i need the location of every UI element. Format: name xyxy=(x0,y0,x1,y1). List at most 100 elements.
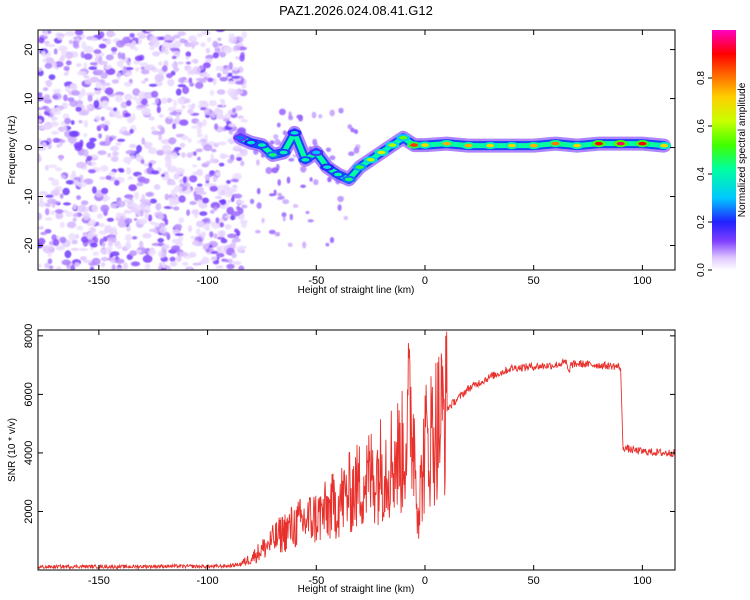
noise-blob xyxy=(105,175,112,180)
noise-blob xyxy=(127,203,135,208)
noise-blob xyxy=(142,178,150,185)
noise-blob xyxy=(329,237,335,244)
noise-blob xyxy=(256,187,261,195)
noise-blob xyxy=(209,90,215,96)
noise-blob xyxy=(199,211,208,216)
y-tick-label: -20 xyxy=(23,238,35,254)
noise-blob xyxy=(186,209,191,216)
noise-blob xyxy=(88,219,96,227)
noise-blob xyxy=(232,186,238,193)
noise-blob xyxy=(177,61,185,65)
noise-blob xyxy=(102,236,108,242)
noise-blob xyxy=(238,265,245,270)
noise-blob xyxy=(271,167,279,174)
noise-blob xyxy=(161,144,172,153)
noise-blob xyxy=(200,231,206,238)
noise-blob xyxy=(86,155,93,161)
x-tick-label: -150 xyxy=(88,575,110,587)
noise-blob xyxy=(104,225,113,233)
noise-blob xyxy=(100,72,108,79)
noise-blob xyxy=(106,32,116,37)
noise-blob xyxy=(200,42,206,48)
colorbar-tick-label: 0.2 xyxy=(696,215,707,229)
noise-blob xyxy=(63,72,69,76)
noise-blob xyxy=(216,253,225,258)
noise-blob xyxy=(131,236,138,240)
noise-blob xyxy=(348,151,355,156)
noise-blob xyxy=(197,156,201,161)
noise-blob xyxy=(232,261,242,265)
noise-blob xyxy=(51,107,62,116)
noise-blob xyxy=(209,231,214,238)
noise-blob xyxy=(126,167,132,175)
noise-blob xyxy=(115,200,126,208)
noise-blob xyxy=(125,234,132,242)
noise-blob xyxy=(106,217,114,222)
noise-blob xyxy=(72,203,77,210)
noise-blob xyxy=(55,212,64,220)
spectral-peak-core xyxy=(486,143,495,148)
noise-blob xyxy=(59,236,67,244)
noise-blob xyxy=(105,54,114,61)
noise-blob xyxy=(169,47,180,52)
noise-blob xyxy=(72,217,77,223)
noise-blob xyxy=(40,231,48,236)
noise-blob xyxy=(203,62,211,69)
noise-blob xyxy=(216,246,221,253)
noise-blob xyxy=(164,193,169,201)
noise-blob xyxy=(234,80,244,85)
noise-blob xyxy=(232,107,236,113)
colorbar-tick-label: 0.0 xyxy=(696,263,707,277)
noise-blob xyxy=(154,97,159,105)
noise-blob xyxy=(54,209,64,214)
noise-blob xyxy=(205,223,210,230)
noise-blob xyxy=(223,46,233,54)
noise-blob xyxy=(45,208,50,216)
noise-blob xyxy=(88,66,98,70)
spectral-peak-core xyxy=(442,141,451,146)
noise-blob xyxy=(228,36,237,44)
noise-blob xyxy=(39,197,43,203)
noise-blob xyxy=(141,137,145,145)
noise-blob xyxy=(161,139,170,145)
noise-blob xyxy=(126,61,131,66)
noise-blob xyxy=(71,239,78,245)
noise-blob xyxy=(282,199,290,205)
y-tick-label: 8000 xyxy=(23,324,35,348)
noise-blob xyxy=(130,261,141,267)
noise-blob xyxy=(192,262,202,266)
noise-blob xyxy=(169,199,174,208)
noise-blob xyxy=(156,149,165,156)
noise-blob xyxy=(81,200,89,206)
noise-blob xyxy=(208,141,215,146)
noise-blob xyxy=(282,216,286,222)
noise-blob xyxy=(195,228,201,236)
noise-blob xyxy=(158,250,167,258)
spectral-peak-core xyxy=(366,157,375,162)
noise-blob xyxy=(265,167,273,174)
noise-blob xyxy=(233,193,243,199)
spectrogram-y-axis-label: Frequency (Hz) xyxy=(7,116,18,185)
noise-blob xyxy=(191,43,195,49)
noise-blob xyxy=(217,37,222,42)
noise-blob xyxy=(120,126,128,132)
noise-blob xyxy=(161,65,168,72)
noise-blob xyxy=(38,212,43,221)
x-tick-label: -100 xyxy=(197,275,219,287)
noise-blob xyxy=(157,81,163,86)
noise-blob xyxy=(148,83,158,87)
noise-blob xyxy=(129,128,134,134)
noise-blob xyxy=(122,262,128,270)
noise-blob xyxy=(227,80,236,85)
noise-blob xyxy=(185,51,192,57)
noise-blob xyxy=(157,238,164,243)
x-tick-label: 50 xyxy=(528,275,540,287)
noise-blob xyxy=(184,42,193,48)
noise-blob xyxy=(59,193,64,199)
noise-blob xyxy=(121,52,126,60)
noise-blob xyxy=(228,61,233,70)
noise-blob xyxy=(189,82,195,87)
noise-blob xyxy=(215,265,224,269)
noise-blob xyxy=(139,240,144,249)
noise-blob xyxy=(195,148,203,153)
